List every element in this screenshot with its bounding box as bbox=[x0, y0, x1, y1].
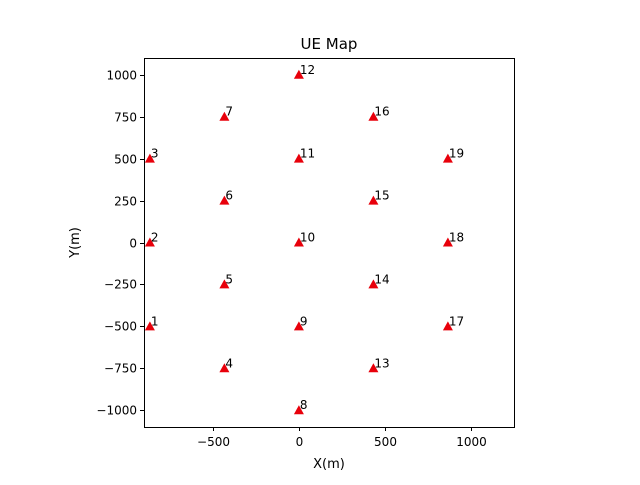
ue-point-marker bbox=[368, 279, 379, 289]
ue-point-marker bbox=[293, 321, 304, 331]
ue-point-label: 1 bbox=[151, 314, 159, 328]
ue-point-marker bbox=[219, 195, 230, 205]
x-tick-label: 0 bbox=[296, 435, 304, 449]
ue-point-label: 7 bbox=[225, 105, 233, 119]
y-tick-label: 1000 bbox=[106, 69, 137, 83]
ue-point-label: 19 bbox=[449, 147, 464, 161]
ue-point-label: 13 bbox=[374, 356, 389, 370]
ue-point-marker bbox=[219, 279, 230, 289]
ue-point-label: 14 bbox=[374, 272, 389, 286]
y-tick-label: 0 bbox=[129, 237, 137, 251]
ue-point-marker bbox=[144, 237, 155, 247]
ue-point-marker bbox=[144, 153, 155, 163]
ue-point-marker bbox=[368, 195, 379, 205]
ue-point-label: 18 bbox=[449, 231, 464, 245]
x-tick-label: −500 bbox=[197, 435, 230, 449]
ue-point-marker bbox=[368, 363, 379, 373]
x-tick-label: 1000 bbox=[456, 435, 487, 449]
y-tick-label: −500 bbox=[104, 320, 137, 334]
ue-point-label: 2 bbox=[151, 231, 159, 245]
y-axis-ticks: −1000 −750 −500 −250 0 250 500 750 1000 bbox=[96, 69, 144, 418]
x-tick-label: 500 bbox=[374, 435, 397, 449]
ue-point-marker bbox=[442, 237, 453, 247]
ue-point-label: 15 bbox=[374, 189, 389, 203]
ue-point-label: 9 bbox=[300, 314, 308, 328]
y-axis-title: Y(m) bbox=[68, 227, 83, 259]
ue-point-label: 16 bbox=[374, 105, 389, 119]
ue-point-marker bbox=[293, 405, 304, 415]
y-tick-label: 750 bbox=[114, 111, 137, 125]
ue-point-marker bbox=[144, 321, 155, 331]
x-axis-title: X(m) bbox=[313, 457, 345, 472]
ue-point-label: 11 bbox=[300, 147, 315, 161]
ue-point-label: 10 bbox=[300, 231, 315, 245]
ue-point-label: 12 bbox=[300, 63, 315, 77]
y-tick-label: 500 bbox=[114, 153, 137, 167]
x-axis-ticks: −500 0 500 1000 bbox=[197, 427, 487, 449]
y-tick-label: 250 bbox=[114, 195, 137, 209]
ue-point-label: 17 bbox=[449, 314, 464, 328]
ue-point-marker bbox=[293, 69, 304, 79]
y-tick-label: −250 bbox=[104, 278, 137, 292]
ue-point-marker bbox=[442, 153, 453, 163]
ue-point-marker bbox=[442, 321, 453, 331]
chart-title: UE Map bbox=[301, 35, 358, 53]
ue-point-marker bbox=[368, 111, 379, 121]
ue-point-marker bbox=[293, 237, 304, 247]
plot-area-frame bbox=[144, 58, 515, 428]
ue-point-marker bbox=[219, 111, 230, 121]
ue-point-label: 4 bbox=[225, 356, 233, 370]
ue-point-marker bbox=[219, 363, 230, 373]
y-tick-label: −750 bbox=[104, 362, 137, 376]
ue-point-marker bbox=[293, 153, 304, 163]
ue-point-label: 3 bbox=[151, 147, 159, 161]
ue-point-label: 6 bbox=[225, 189, 233, 203]
y-tick-label: −1000 bbox=[96, 404, 137, 418]
ue-point-label: 8 bbox=[300, 398, 308, 412]
ue-point-label: 5 bbox=[225, 272, 233, 286]
